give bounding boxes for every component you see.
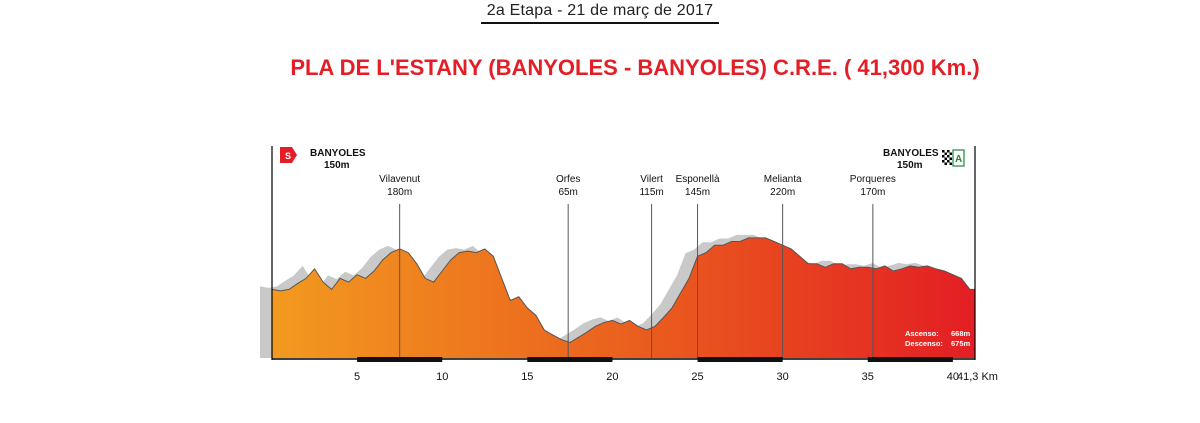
waypoint-name: Vilert xyxy=(640,174,663,185)
x-tick-label: 25 xyxy=(691,371,703,383)
km-band xyxy=(697,357,783,362)
km-band xyxy=(527,357,613,362)
waypoint-3: Esponellà 145m xyxy=(676,174,720,358)
start-name: BANYOLES xyxy=(310,148,366,159)
x-tick-label: 41,3 Km xyxy=(957,371,998,383)
stage-date-label: 2a Etapa - 21 de març de 2017 xyxy=(480,2,720,24)
finish-badge: A xyxy=(955,154,962,165)
km-band xyxy=(357,357,443,362)
waypoint-alt: 180m xyxy=(387,187,412,198)
elevation-stats: Ascenso: 668m Descenso: 675m xyxy=(905,329,971,348)
x-tick-label: 10 xyxy=(436,371,448,383)
waypoint-alt: 170m xyxy=(860,187,885,198)
waypoint-name: Melianta xyxy=(764,174,802,185)
x-tick-label: 35 xyxy=(862,371,874,383)
start-alt: 150m xyxy=(324,160,350,171)
waypoint-4: Melianta 220m xyxy=(764,174,802,358)
stage-header: 2a Etapa - 21 de març de 2017 xyxy=(0,2,1200,24)
profile-area xyxy=(272,237,975,358)
waypoint-1: Orfes 65m xyxy=(556,174,580,358)
km-band xyxy=(867,357,953,362)
finish-marker: A BANYOLES 150m xyxy=(883,146,976,360)
x-tick-label: 30 xyxy=(777,371,789,383)
start-marker: S BANYOLES 150m xyxy=(271,146,366,360)
waypoint-alt: 145m xyxy=(685,187,710,198)
waypoint-name: Porqueres xyxy=(850,174,896,185)
waypoint-name: Vilavenut xyxy=(379,174,420,185)
waypoint-alt: 65m xyxy=(558,187,577,198)
waypoint-5: Porqueres 170m xyxy=(850,174,896,358)
finish-badge-box xyxy=(952,149,965,167)
descent-value: 675m xyxy=(951,339,971,348)
waypoint-name: Esponellà xyxy=(676,174,720,185)
start-flag-icon xyxy=(280,147,297,163)
checkered-flag-icon xyxy=(942,150,952,166)
waypoint-0: Vilavenut 180m xyxy=(379,174,420,358)
waypoint-2: Vilert 115m xyxy=(639,174,664,358)
x-tick-label: 5 xyxy=(354,371,360,383)
x-tick-label: 40 xyxy=(947,371,959,383)
x-tick-label: 20 xyxy=(606,371,618,383)
waypoint-alt: 115m xyxy=(639,187,663,198)
x-tick-label: 15 xyxy=(521,371,533,383)
ascent-value: 668m xyxy=(951,329,971,338)
profile-line xyxy=(271,237,975,344)
finish-alt: 150m xyxy=(897,160,923,171)
descent-label: Descenso: xyxy=(905,339,943,348)
ascent-label: Ascenso: xyxy=(905,329,939,338)
waypoint-alt: 220m xyxy=(770,187,795,198)
waypoint-name: Orfes xyxy=(556,174,580,185)
race-title: PLA DE L'ESTANY (BANYOLES - BANYOLES) C.… xyxy=(290,55,980,80)
start-badge: S xyxy=(285,151,291,161)
finish-name: BANYOLES xyxy=(883,148,939,159)
